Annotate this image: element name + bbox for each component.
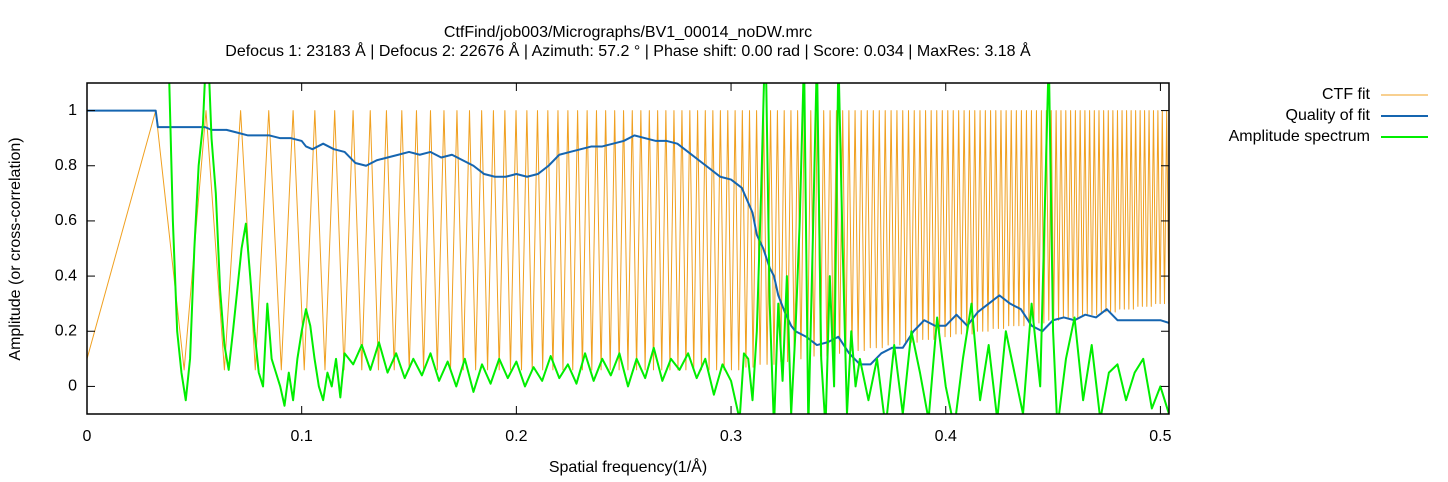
y-tick-label: 0.4 bbox=[55, 267, 77, 284]
series-line bbox=[87, 109, 1169, 366]
chart-title: CtfFind/job003/Micrographs/BV1_00014_noD… bbox=[444, 24, 812, 41]
legend-label: CTF fit bbox=[1322, 86, 1371, 103]
x-tick-label: 0.5 bbox=[1149, 428, 1171, 445]
x-tick-label: 0.3 bbox=[720, 428, 742, 445]
chart-subtitle: Defocus 1: 23183 Å | Defocus 2: 22676 Å … bbox=[225, 41, 1031, 60]
y-tick-label: 0.6 bbox=[55, 212, 77, 229]
y-tick-label: 0.8 bbox=[55, 157, 77, 174]
x-tick-label: 0.4 bbox=[935, 428, 957, 445]
legend-label: Quality of fit bbox=[1286, 107, 1371, 124]
y-tick-label: 0.2 bbox=[55, 322, 77, 339]
legend-label: Amplitude spectrum bbox=[1229, 128, 1370, 145]
series-line bbox=[168, 83, 1169, 414]
x-tick-label: 0.2 bbox=[505, 428, 527, 445]
y-tick-label: 0 bbox=[68, 378, 77, 395]
plot-area bbox=[87, 83, 1169, 414]
x-tick-label: 0.1 bbox=[291, 428, 313, 445]
x-tick-label: 0 bbox=[83, 428, 92, 445]
y-tick-label: 1 bbox=[68, 102, 77, 119]
plot-frame bbox=[86, 82, 1170, 415]
x-axis-label: Spatial frequency(1/Å) bbox=[549, 457, 707, 476]
y-axis-label: Amplitude (or cross-correlation) bbox=[7, 137, 24, 360]
